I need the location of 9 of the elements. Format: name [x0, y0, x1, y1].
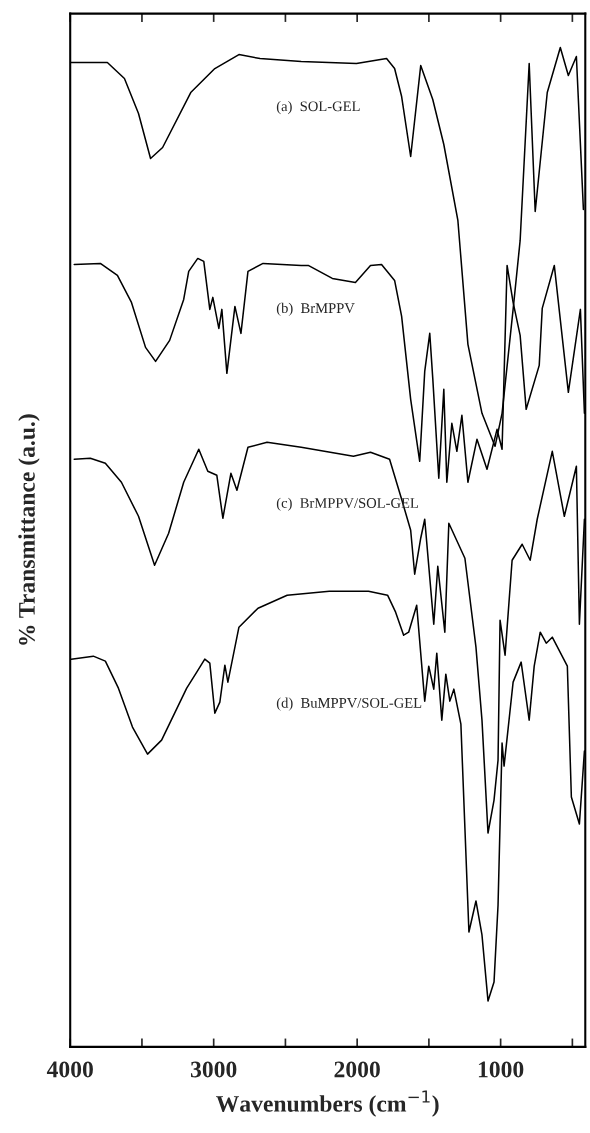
series-label: (d) BuMPPV/SOL-GEL [276, 697, 422, 711]
x-tick-label: 3000 [190, 1061, 237, 1078]
x-tick-label: 4000 [46, 1061, 93, 1078]
x-tick-label: 2000 [334, 1061, 380, 1078]
text: (a) SOL-GEL [276, 100, 360, 115]
x-tick-label: 1000 [478, 1061, 524, 1078]
y-axis-title: % Transmittance (a.u.) [18, 414, 40, 645]
series-label: (b) BrMPPV [276, 302, 355, 317]
x-axis-title: Wavenumbers (cm$^{−1}$) [216, 1090, 439, 1117]
